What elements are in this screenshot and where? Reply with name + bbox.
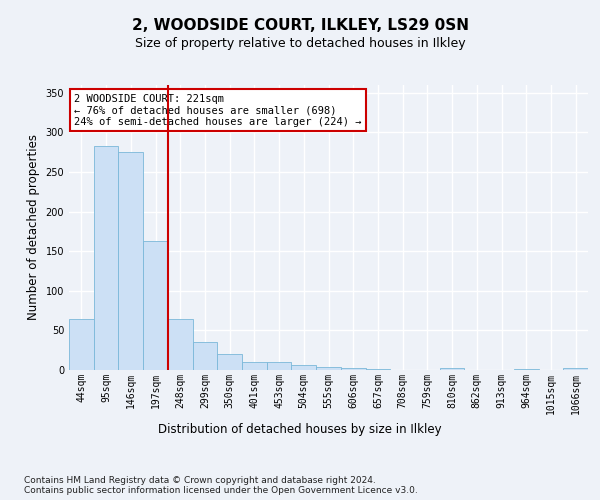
Bar [118, 152, 143, 370]
Text: 2, WOODSIDE COURT, ILKLEY, LS29 0SN: 2, WOODSIDE COURT, ILKLEY, LS29 0SN [131, 18, 469, 32]
Bar [341, 368, 365, 370]
Bar [316, 367, 341, 370]
Text: Size of property relative to detached houses in Ilkley: Size of property relative to detached ho… [134, 38, 466, 51]
Bar [563, 368, 588, 370]
Text: 2 WOODSIDE COURT: 221sqm
← 76% of detached houses are smaller (698)
24% of semi-: 2 WOODSIDE COURT: 221sqm ← 76% of detach… [74, 94, 362, 126]
Bar [365, 369, 390, 370]
Bar [143, 241, 168, 370]
Bar [94, 146, 118, 370]
Bar [168, 318, 193, 370]
Text: Distribution of detached houses by size in Ilkley: Distribution of detached houses by size … [158, 422, 442, 436]
Bar [193, 342, 217, 370]
Bar [242, 362, 267, 370]
Bar [217, 354, 242, 370]
Text: Contains HM Land Registry data © Crown copyright and database right 2024.
Contai: Contains HM Land Registry data © Crown c… [24, 476, 418, 495]
Bar [69, 318, 94, 370]
Bar [440, 368, 464, 370]
Bar [267, 362, 292, 370]
Y-axis label: Number of detached properties: Number of detached properties [27, 134, 40, 320]
Bar [514, 369, 539, 370]
Bar [292, 365, 316, 370]
